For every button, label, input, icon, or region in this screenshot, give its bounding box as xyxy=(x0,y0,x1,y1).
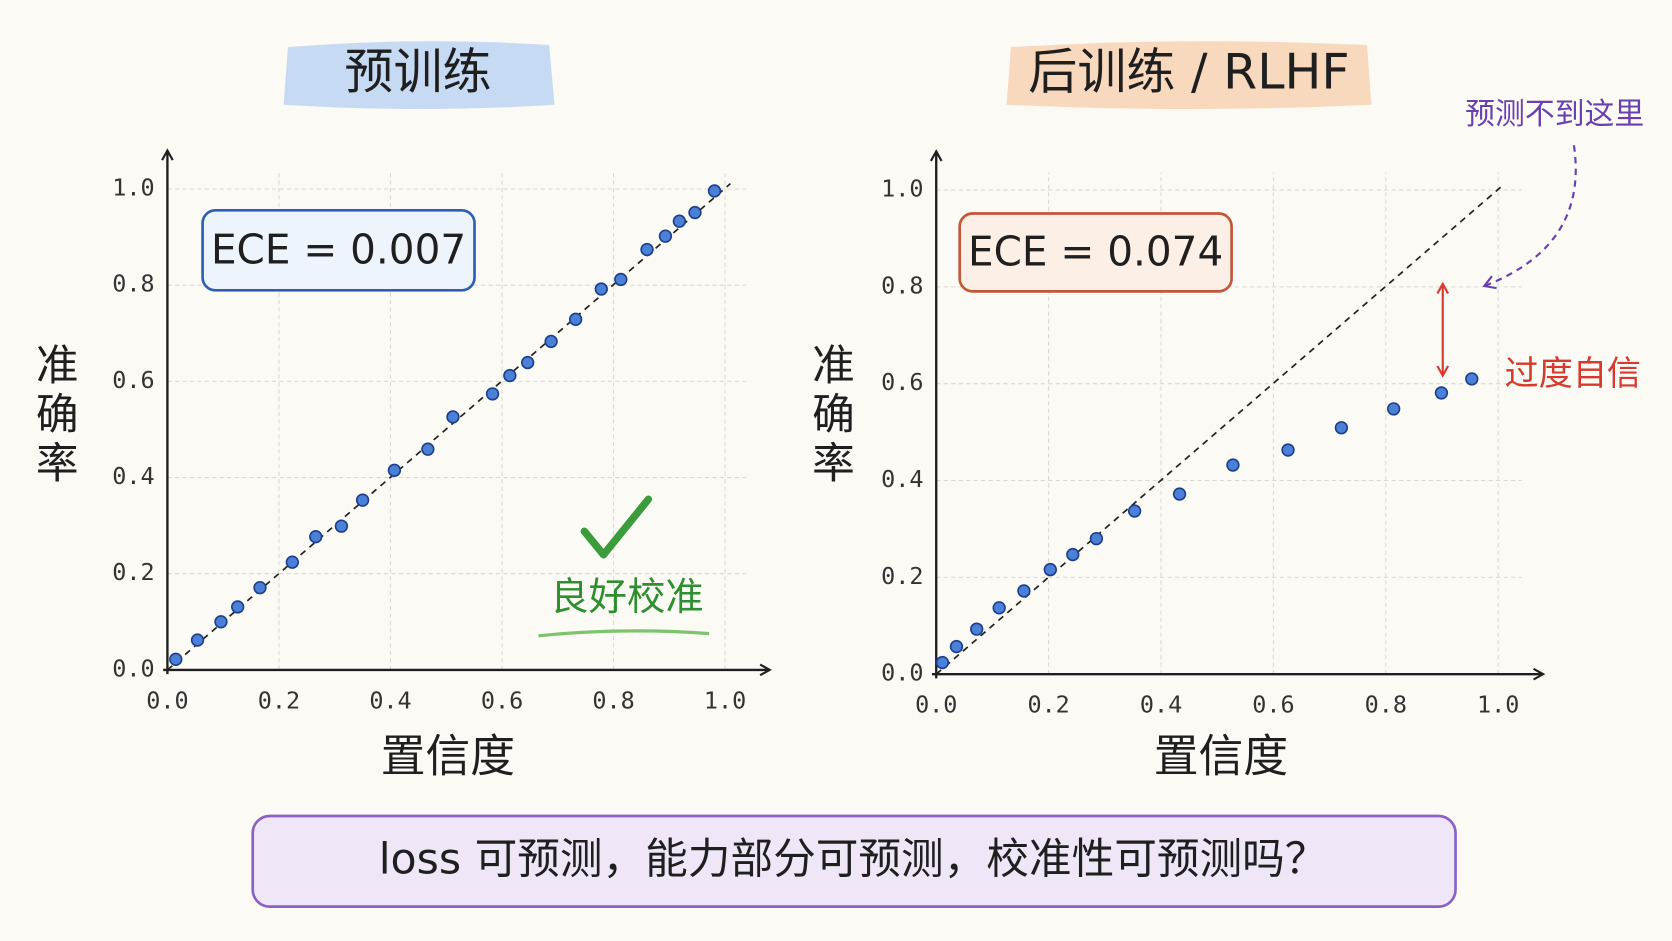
x-tick-label: 0.6 xyxy=(481,686,523,714)
point xyxy=(503,368,517,383)
y-tick-label: 0.0 xyxy=(881,659,923,687)
point xyxy=(1172,487,1187,501)
point xyxy=(970,622,984,636)
x-tick-label: 0.8 xyxy=(592,686,634,714)
y-tick-label: 0.8 xyxy=(881,271,923,299)
overconfidence-note: 过度自信 xyxy=(1505,354,1641,394)
point xyxy=(485,387,500,401)
plot: 后训练 / RLHF 0.0 0.2 0.4 0.6 0.8 1.0 0.0 0.2 0.4 0.6… xyxy=(805,42,1543,782)
point xyxy=(568,312,583,326)
y-tick-label: 0.8 xyxy=(112,270,154,298)
y-tick-label: 0.4 xyxy=(112,462,154,490)
point xyxy=(521,355,535,370)
y-axis-label: 准确率 xyxy=(805,343,855,490)
point xyxy=(935,655,950,670)
point xyxy=(1127,504,1142,518)
point xyxy=(949,639,964,654)
y-tick-label: 1.0 xyxy=(112,173,154,201)
y-tick-label: 0.2 xyxy=(112,558,154,586)
point xyxy=(1043,562,1057,577)
x-tick-label: 0.6 xyxy=(1252,691,1294,719)
point xyxy=(544,334,558,349)
point xyxy=(309,530,323,544)
pointer-arrow xyxy=(1482,145,1577,290)
point xyxy=(594,282,608,296)
y-tick-label: 0.2 xyxy=(881,562,923,590)
point xyxy=(614,272,628,287)
y-tick-label: 0.6 xyxy=(112,366,154,394)
point xyxy=(253,581,267,595)
point xyxy=(387,463,402,477)
point xyxy=(658,229,673,243)
y-axis-label: 准确率 xyxy=(29,343,79,490)
y-tick-label: 0.0 xyxy=(112,654,154,682)
x-axis-label: 置信度 xyxy=(381,729,515,782)
x-tick-label: 0.0 xyxy=(146,686,188,714)
point xyxy=(1465,372,1479,386)
point xyxy=(1434,386,1449,400)
y-tick-label: 1.0 xyxy=(881,175,923,203)
x-tick-label: 0.2 xyxy=(1027,691,1069,719)
calibration-note: 良好校准 xyxy=(550,575,704,620)
point xyxy=(446,410,460,424)
x-tick-label: 1.0 xyxy=(1477,691,1519,719)
point xyxy=(707,184,722,198)
ece-label: ECE = 0.007 xyxy=(211,225,466,273)
chart-title: 预训练 xyxy=(344,42,491,100)
point xyxy=(1387,402,1401,416)
ece-box xyxy=(201,208,476,292)
footer-box xyxy=(251,814,1457,908)
note-underline xyxy=(538,629,710,638)
ece-box xyxy=(958,212,1233,293)
point xyxy=(1334,421,1349,435)
x-axis-label: 置信度 xyxy=(1154,729,1288,782)
point xyxy=(355,493,370,507)
ece-label: ECE = 0.074 xyxy=(968,228,1223,276)
y-tick-label: 0.6 xyxy=(881,368,923,396)
point xyxy=(688,205,702,220)
perfect-calibration-line xyxy=(935,184,1505,675)
title-highlight xyxy=(283,41,555,110)
x-tick-label: 0.4 xyxy=(1140,691,1182,719)
point xyxy=(1226,458,1240,472)
title-highlight xyxy=(1006,41,1372,110)
point xyxy=(334,519,349,533)
point xyxy=(421,442,435,456)
x-tick-label: 0.0 xyxy=(915,691,957,719)
point xyxy=(231,600,245,614)
point xyxy=(672,214,687,228)
chart-title: 后训练 / RLHF xyxy=(1028,42,1349,100)
point xyxy=(640,242,654,257)
x-tick-label: 0.4 xyxy=(369,686,411,714)
x-tick-label: 0.2 xyxy=(258,686,300,714)
point xyxy=(169,652,183,666)
pointer-note: 预测不到这里 xyxy=(1465,97,1644,132)
footer: loss 可预测，能力部分可预测，校准性可预测吗？ xyxy=(379,834,1328,884)
x-tick-label: 0.8 xyxy=(1365,691,1407,719)
plot: 预训练 0.0 0.2 0.4 0.6 0.8 1.0 0.0 0.2 0.4 0.6 0.8 1.0 置… xyxy=(29,42,770,782)
point xyxy=(1066,547,1080,562)
y-tick-label: 0.4 xyxy=(881,465,923,493)
point xyxy=(190,633,205,647)
point xyxy=(1017,584,1031,598)
point xyxy=(992,601,1006,615)
point xyxy=(1089,531,1104,546)
point xyxy=(1281,443,1295,457)
x-tick-label: 1.0 xyxy=(704,686,746,714)
point xyxy=(285,555,300,569)
check-mark xyxy=(580,495,653,559)
point xyxy=(214,615,228,629)
